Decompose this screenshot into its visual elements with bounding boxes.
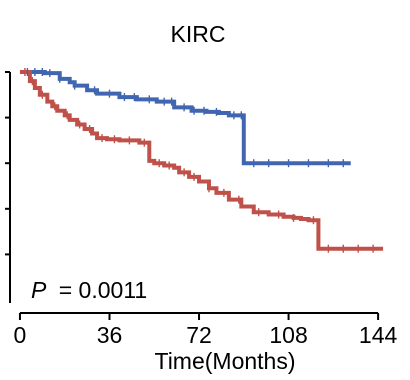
censor-marks-group: [24, 68, 374, 253]
x-tick-label-1: 36: [97, 322, 123, 348]
p-value-symbol: P: [31, 277, 47, 303]
x-tick-label-0: 0: [14, 322, 27, 348]
x-axis-label: Time(Months): [155, 348, 296, 374]
survival-curve-1: [19, 70, 351, 166]
x-tick-label-3: 108: [269, 322, 307, 348]
x-tick-label-2: 72: [186, 322, 212, 348]
x-tick-labels: 0 36 72 108 144: [14, 322, 398, 348]
chart-title: KIRC: [171, 21, 226, 47]
x-tick-label-4: 144: [359, 322, 398, 348]
p-value-annotation: P = 0.0011: [31, 277, 147, 303]
axes-group: [5, 71, 380, 320]
p-value-text: = 0.0011: [59, 277, 147, 303]
